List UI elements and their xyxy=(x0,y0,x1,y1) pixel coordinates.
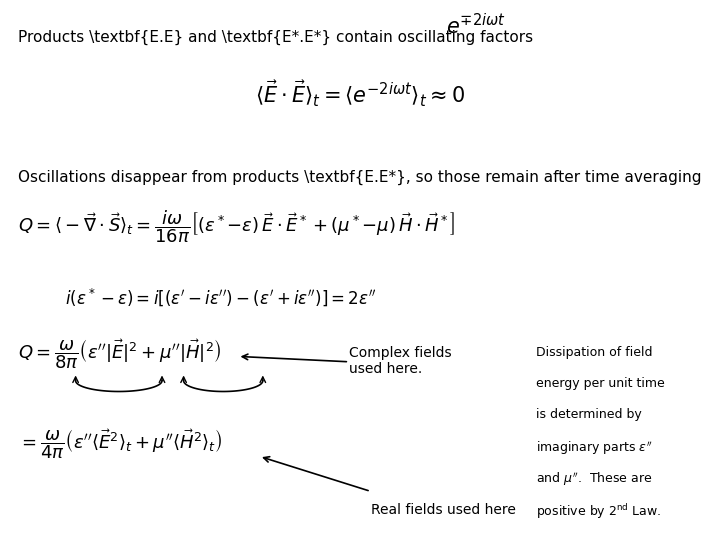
Text: $i(\varepsilon^* - \varepsilon) = i\left[(\varepsilon' - i\varepsilon'') - (\var: $i(\varepsilon^* - \varepsilon) = i\left… xyxy=(65,286,377,308)
Text: Real fields used here: Real fields used here xyxy=(371,503,516,517)
Text: $e^{\mp 2i\omega t}$: $e^{\mp 2i\omega t}$ xyxy=(446,14,506,39)
Text: Products \textbf{E.E} and \textbf{E*.E*} contain oscillating factors: Products \textbf{E.E} and \textbf{E*.E*}… xyxy=(18,30,533,45)
Text: is determined by: is determined by xyxy=(536,408,642,421)
Text: $\langle \vec{E} \cdot \vec{E} \rangle_t = \langle e^{-2i\omega t} \rangle_t \ap: $\langle \vec{E} \cdot \vec{E} \rangle_t… xyxy=(255,78,465,109)
Text: positive by $2^{\mathrm{nd}}$ Law.: positive by $2^{\mathrm{nd}}$ Law. xyxy=(536,502,662,521)
Text: Dissipation of field: Dissipation of field xyxy=(536,346,653,359)
Text: and $\mu''$.  These are: and $\mu''$. These are xyxy=(536,471,653,488)
Text: Complex fields
used here.: Complex fields used here. xyxy=(349,346,452,376)
Text: energy per unit time: energy per unit time xyxy=(536,377,665,390)
Text: $Q = \langle -\vec{\nabla} \cdot \vec{S} \rangle_t = \dfrac{i\omega}{16\pi} \lef: $Q = \langle -\vec{\nabla} \cdot \vec{S}… xyxy=(18,208,456,245)
Text: $= \dfrac{\omega}{4\pi} \left( \varepsilon'' \langle \vec{E}^2 \rangle_t + \mu'': $= \dfrac{\omega}{4\pi} \left( \varepsil… xyxy=(18,427,222,461)
Text: imaginary parts $\varepsilon''$: imaginary parts $\varepsilon''$ xyxy=(536,440,653,457)
Text: Oscillations disappear from products \textbf{E.E*}, so those remain after time a: Oscillations disappear from products \te… xyxy=(18,170,701,185)
Text: $Q = \dfrac{\omega}{8\pi} \left( \varepsilon'' |\vec{E}|^2 + \mu'' |\vec{H}|^2 \: $Q = \dfrac{\omega}{8\pi} \left( \vareps… xyxy=(18,338,221,372)
